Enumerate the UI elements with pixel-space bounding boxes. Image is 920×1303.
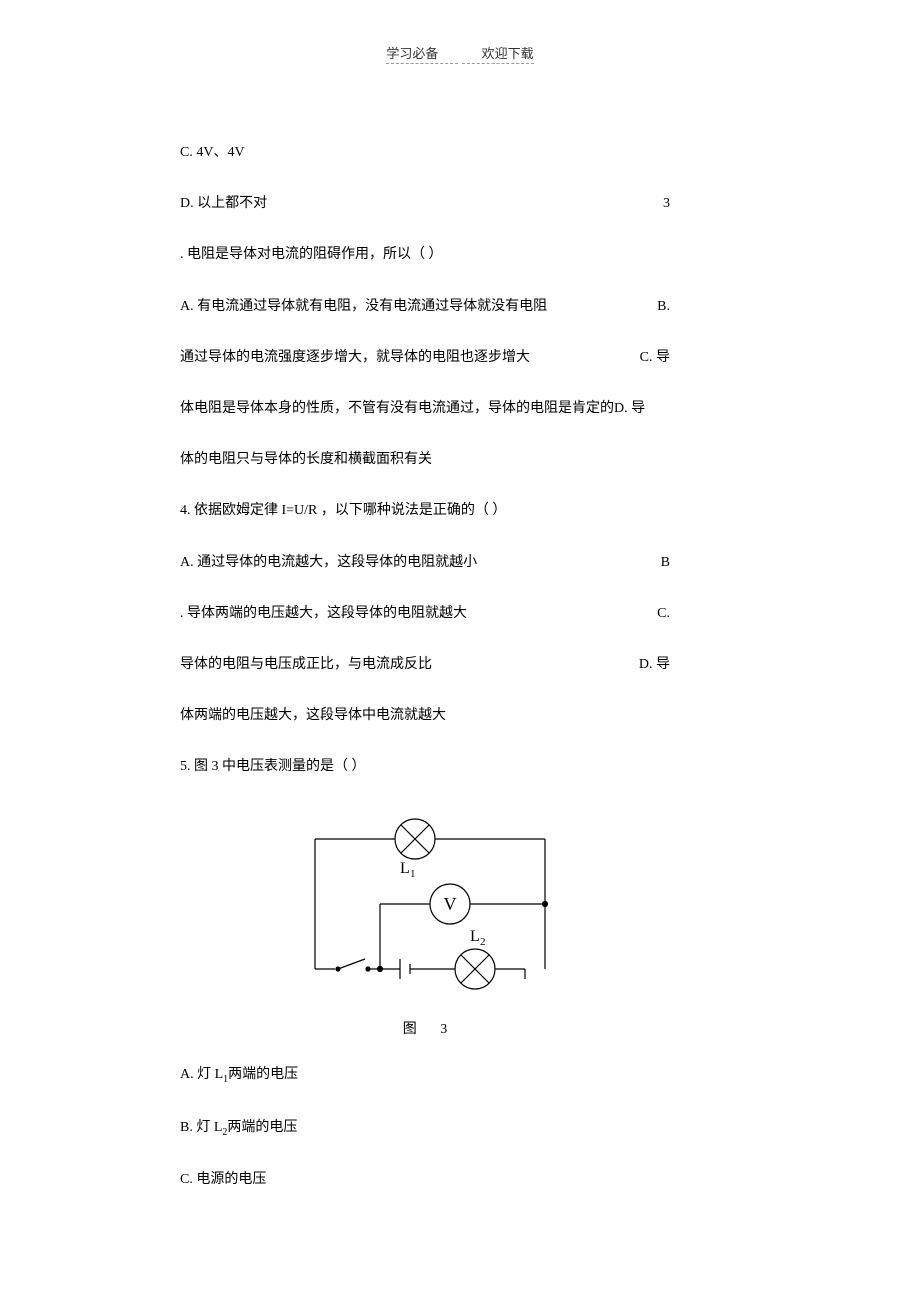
page-header: 学习必备 欢迎下载 [0, 43, 920, 62]
q4-option-c: 导体的电阻与电压成正比，与电流成反比 [180, 652, 432, 677]
q3-option-b: 通过导体的电流强度逐步增大，就导体的电阻也逐步增大 [180, 345, 530, 370]
q4-option-c-row: 导体的电阻与电压成正比，与电流成反比 D. 导 [180, 652, 670, 677]
document-content: C. 4V、4V D. 以上都不对 3 . 电阻是导体对电流的阻碍作用，所以（ … [180, 140, 670, 1219]
caption-prefix: 图 [403, 1022, 417, 1037]
circuit-caption: 图 3 [180, 1017, 670, 1042]
q4-option-b: . 导体两端的电压越大，这段导体的电阻就越大 [180, 601, 467, 626]
q4-option-b-row: . 导体两端的电压越大，这段导体的电阻就越大 C. [180, 601, 670, 626]
q5-b-suffix: 两端的电压 [227, 1120, 297, 1135]
q4-option-a-row: A. 通过导体的电流越大，这段导体的电阻就越小 B [180, 550, 670, 575]
q3-option-a-row: A. 有电流通过导体就有电阻，没有电流通过导体就没有电阻 B. [180, 294, 670, 319]
q4-option-d: 体两端的电压越大，这段导体中电流就越大 [180, 703, 670, 728]
header-right: 欢迎下载 [462, 46, 534, 64]
q3-option-d2: 体的电阻只与导体的长度和横截面积有关 [180, 447, 670, 472]
circuit-diagram-container: L 1 V L 2 图 3 [180, 809, 670, 1041]
q3-option-b-label: B. [657, 294, 670, 319]
q5-option-c: C. 电源的电压 [180, 1167, 670, 1192]
q5-option-b: B. 灯 L2两端的电压 [180, 1115, 670, 1142]
q5-a-prefix: A. 灯 L [180, 1067, 223, 1082]
caption-number: 3 [420, 1022, 447, 1037]
question-4-stem: 4. 依据欧姆定律 I=U/R ，以下哪种说法是正确的（ ） [180, 498, 670, 523]
svg-text:1: 1 [410, 868, 416, 880]
option-d-row: D. 以上都不对 3 [180, 191, 670, 216]
q3-option-a: A. 有电流通过导体就有电阻，没有电流通过导体就没有电阻 [180, 294, 547, 319]
q4-option-a: A. 通过导体的电流越大，这段导体的电阻就越小 [180, 550, 477, 575]
circuit-diagram: L 1 V L 2 [275, 809, 575, 999]
svg-text:V: V [444, 894, 457, 914]
question-3-stem: . 电阻是导体对电流的阻碍作用，所以（ ） [180, 242, 670, 267]
svg-text:2: 2 [480, 936, 486, 948]
question-5-stem: 5. 图 3 中电压表测量的是（ ） [180, 754, 670, 779]
question-3-number: 3 [663, 191, 670, 216]
svg-text:L: L [470, 928, 480, 945]
q5-option-a: A. 灯 L1两端的电压 [180, 1062, 670, 1089]
q4-option-c-label: C. [657, 601, 670, 626]
header-left: 学习必备 [386, 46, 458, 64]
q3-option-cd: 体电阻是导体本身的性质，不管有没有电流通过，导体的电阻是肯定的D. 导 [180, 396, 670, 421]
option-c: C. 4V、4V [180, 140, 670, 165]
q4-option-d-label: D. 导 [639, 652, 670, 677]
q3-option-b-row: 通过导体的电流强度逐步增大，就导体的电阻也逐步增大 C. 导 [180, 345, 670, 370]
svg-text:L: L [400, 860, 410, 877]
q4-option-b-label: B [661, 550, 670, 575]
q5-a-suffix: 两端的电压 [228, 1067, 298, 1082]
q3-option-c-label: C. 导 [640, 345, 670, 370]
q5-b-prefix: B. 灯 L [180, 1120, 222, 1135]
option-d-text: D. 以上都不对 [180, 191, 267, 216]
